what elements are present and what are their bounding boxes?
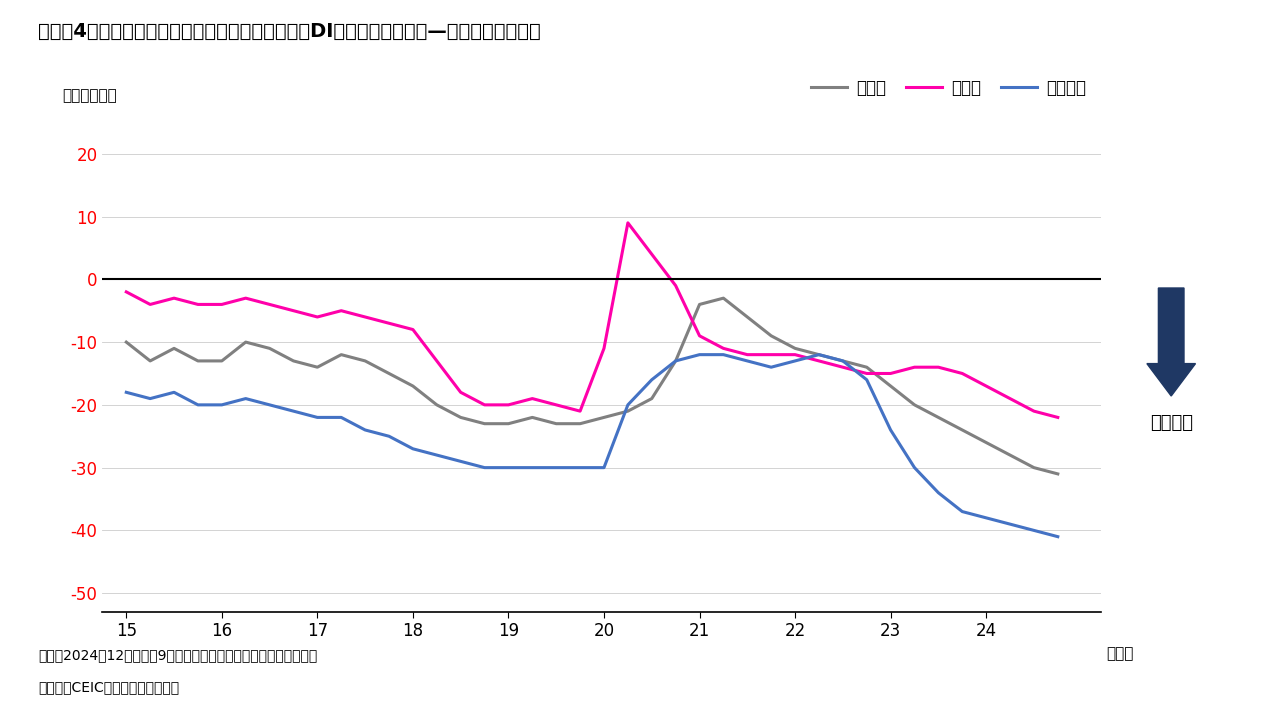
Legend: 全産業, 製造業, 非製造業: 全産業, 製造業, 非製造業 — [804, 72, 1092, 103]
Text: （年）: （年） — [1106, 647, 1133, 661]
Text: 人手不足: 人手不足 — [1149, 414, 1193, 432]
Text: （ポイント）: （ポイント） — [63, 88, 118, 103]
Text: （出所）CEICよりインベスコ作成: （出所）CEICよりインベスコ作成 — [38, 680, 179, 694]
Text: （図表4）日本：日銀短観調査による雇用人員判断DIの推移（「過剰」—「不足」の計数）: （図表4）日本：日銀短観調査による雇用人員判断DIの推移（「過剰」—「不足」の計… — [38, 22, 541, 40]
Text: （注）2024年12月分は、9月の日銀短観の「先行き」判断の計数。: （注）2024年12月分は、9月の日銀短観の「先行き」判断の計数。 — [38, 648, 317, 662]
